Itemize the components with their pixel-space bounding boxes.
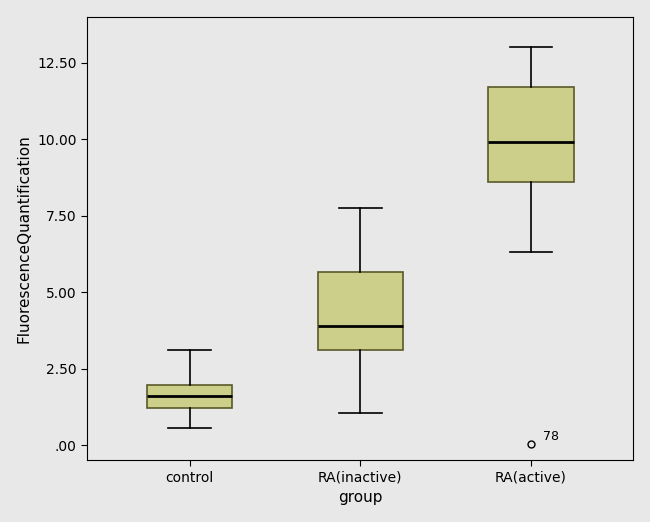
Text: 78: 78 [543, 431, 559, 444]
PathPatch shape [488, 87, 573, 182]
X-axis label: group: group [338, 490, 382, 505]
Y-axis label: FluorescenceQuantification: FluorescenceQuantification [17, 134, 32, 343]
PathPatch shape [318, 272, 403, 350]
PathPatch shape [147, 385, 232, 408]
